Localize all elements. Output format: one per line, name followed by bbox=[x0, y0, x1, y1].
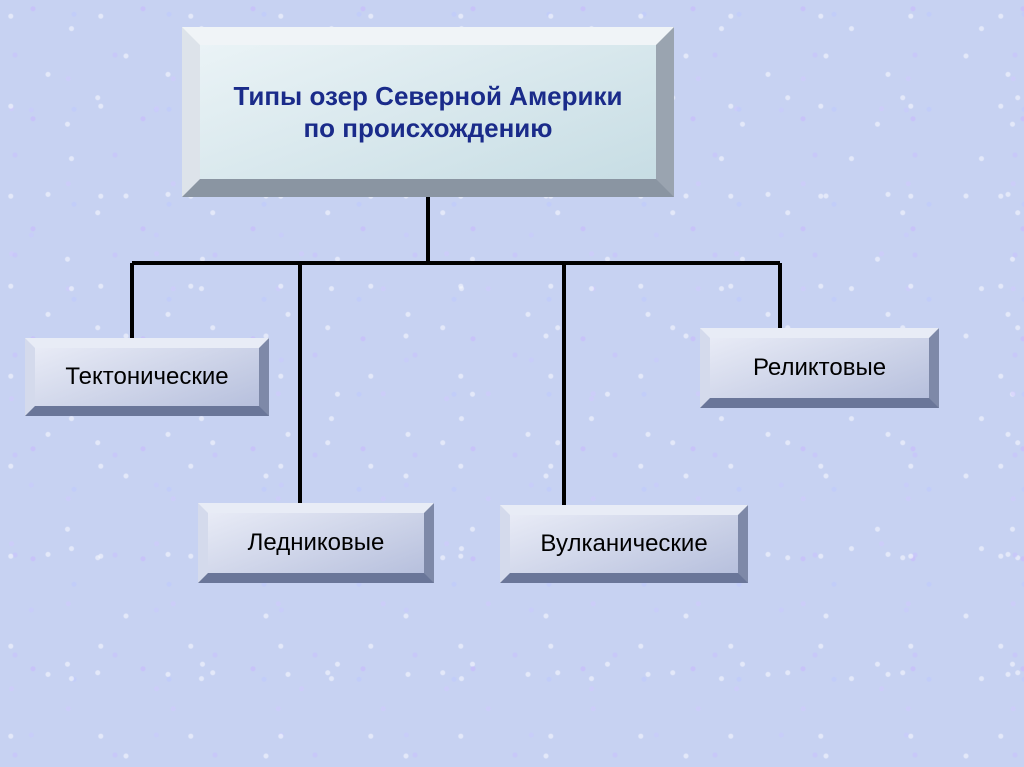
child-node-glacial: Ледниковые bbox=[198, 503, 434, 583]
root-node-content: Типы озер Северной Америки по происхожде… bbox=[200, 45, 656, 179]
child-node-volcanic: Вулканические bbox=[500, 505, 748, 583]
child-node-tectonic: Тектонические bbox=[25, 338, 269, 416]
child-label: Тектонические bbox=[35, 348, 259, 406]
child-label: Реликтовые bbox=[710, 338, 929, 398]
root-title-line2: по происхождению bbox=[233, 112, 622, 145]
child-label: Вулканические bbox=[510, 515, 738, 573]
diagram-stage: Типы озер Северной Америки по происхожде… bbox=[0, 0, 1024, 767]
child-label: Ледниковые bbox=[208, 513, 424, 573]
root-title-line1: Типы озер Северной Америки bbox=[233, 80, 622, 113]
root-node: Типы озер Северной Америки по происхожде… bbox=[182, 27, 674, 197]
child-node-relict: Реликтовые bbox=[700, 328, 939, 408]
